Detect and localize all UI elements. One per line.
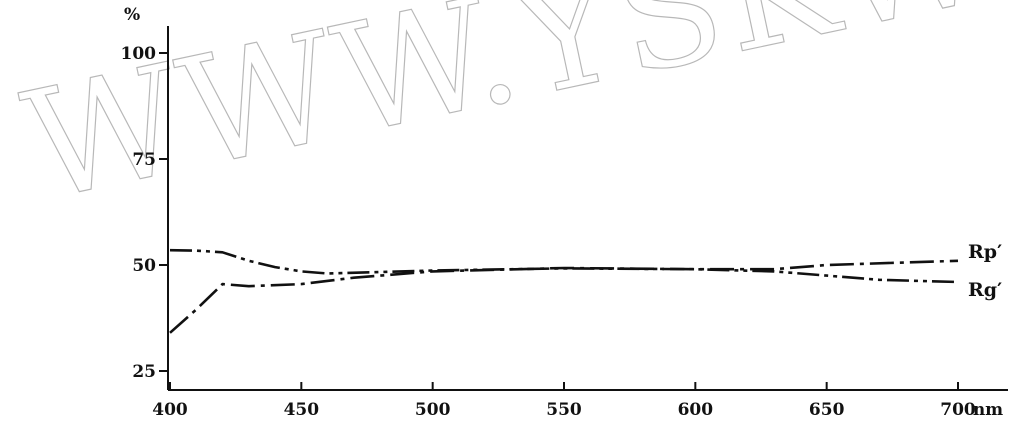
series-label-rp: Rp′ bbox=[968, 241, 1002, 263]
x-unit-label: nm bbox=[973, 400, 1003, 420]
x-tick-label: 550 bbox=[546, 400, 582, 420]
series-line-rg bbox=[169, 248, 959, 284]
watermark: WWW.YSKW.C bbox=[11, 0, 1022, 235]
y-tick-label: 100 bbox=[121, 44, 157, 64]
labels-layer: Rp′ Rg′ bbox=[968, 241, 1002, 301]
x-tick-label: 700 bbox=[940, 400, 976, 420]
x-tick-label: 500 bbox=[415, 400, 451, 420]
y-tick-label: 75 bbox=[132, 150, 156, 170]
series-line-rp bbox=[169, 259, 959, 334]
x-tick-label: 450 bbox=[284, 400, 320, 420]
x-tick-label: 650 bbox=[809, 400, 845, 420]
series-label-rg: Rg′ bbox=[968, 279, 1002, 301]
series-layer bbox=[169, 248, 959, 334]
y-tick-label: 25 bbox=[132, 362, 156, 382]
x-tick-label: 400 bbox=[152, 400, 188, 420]
y-tick-label: 50 bbox=[132, 256, 156, 276]
x-tick-label: 600 bbox=[678, 400, 714, 420]
y-unit-label: % bbox=[124, 5, 140, 25]
